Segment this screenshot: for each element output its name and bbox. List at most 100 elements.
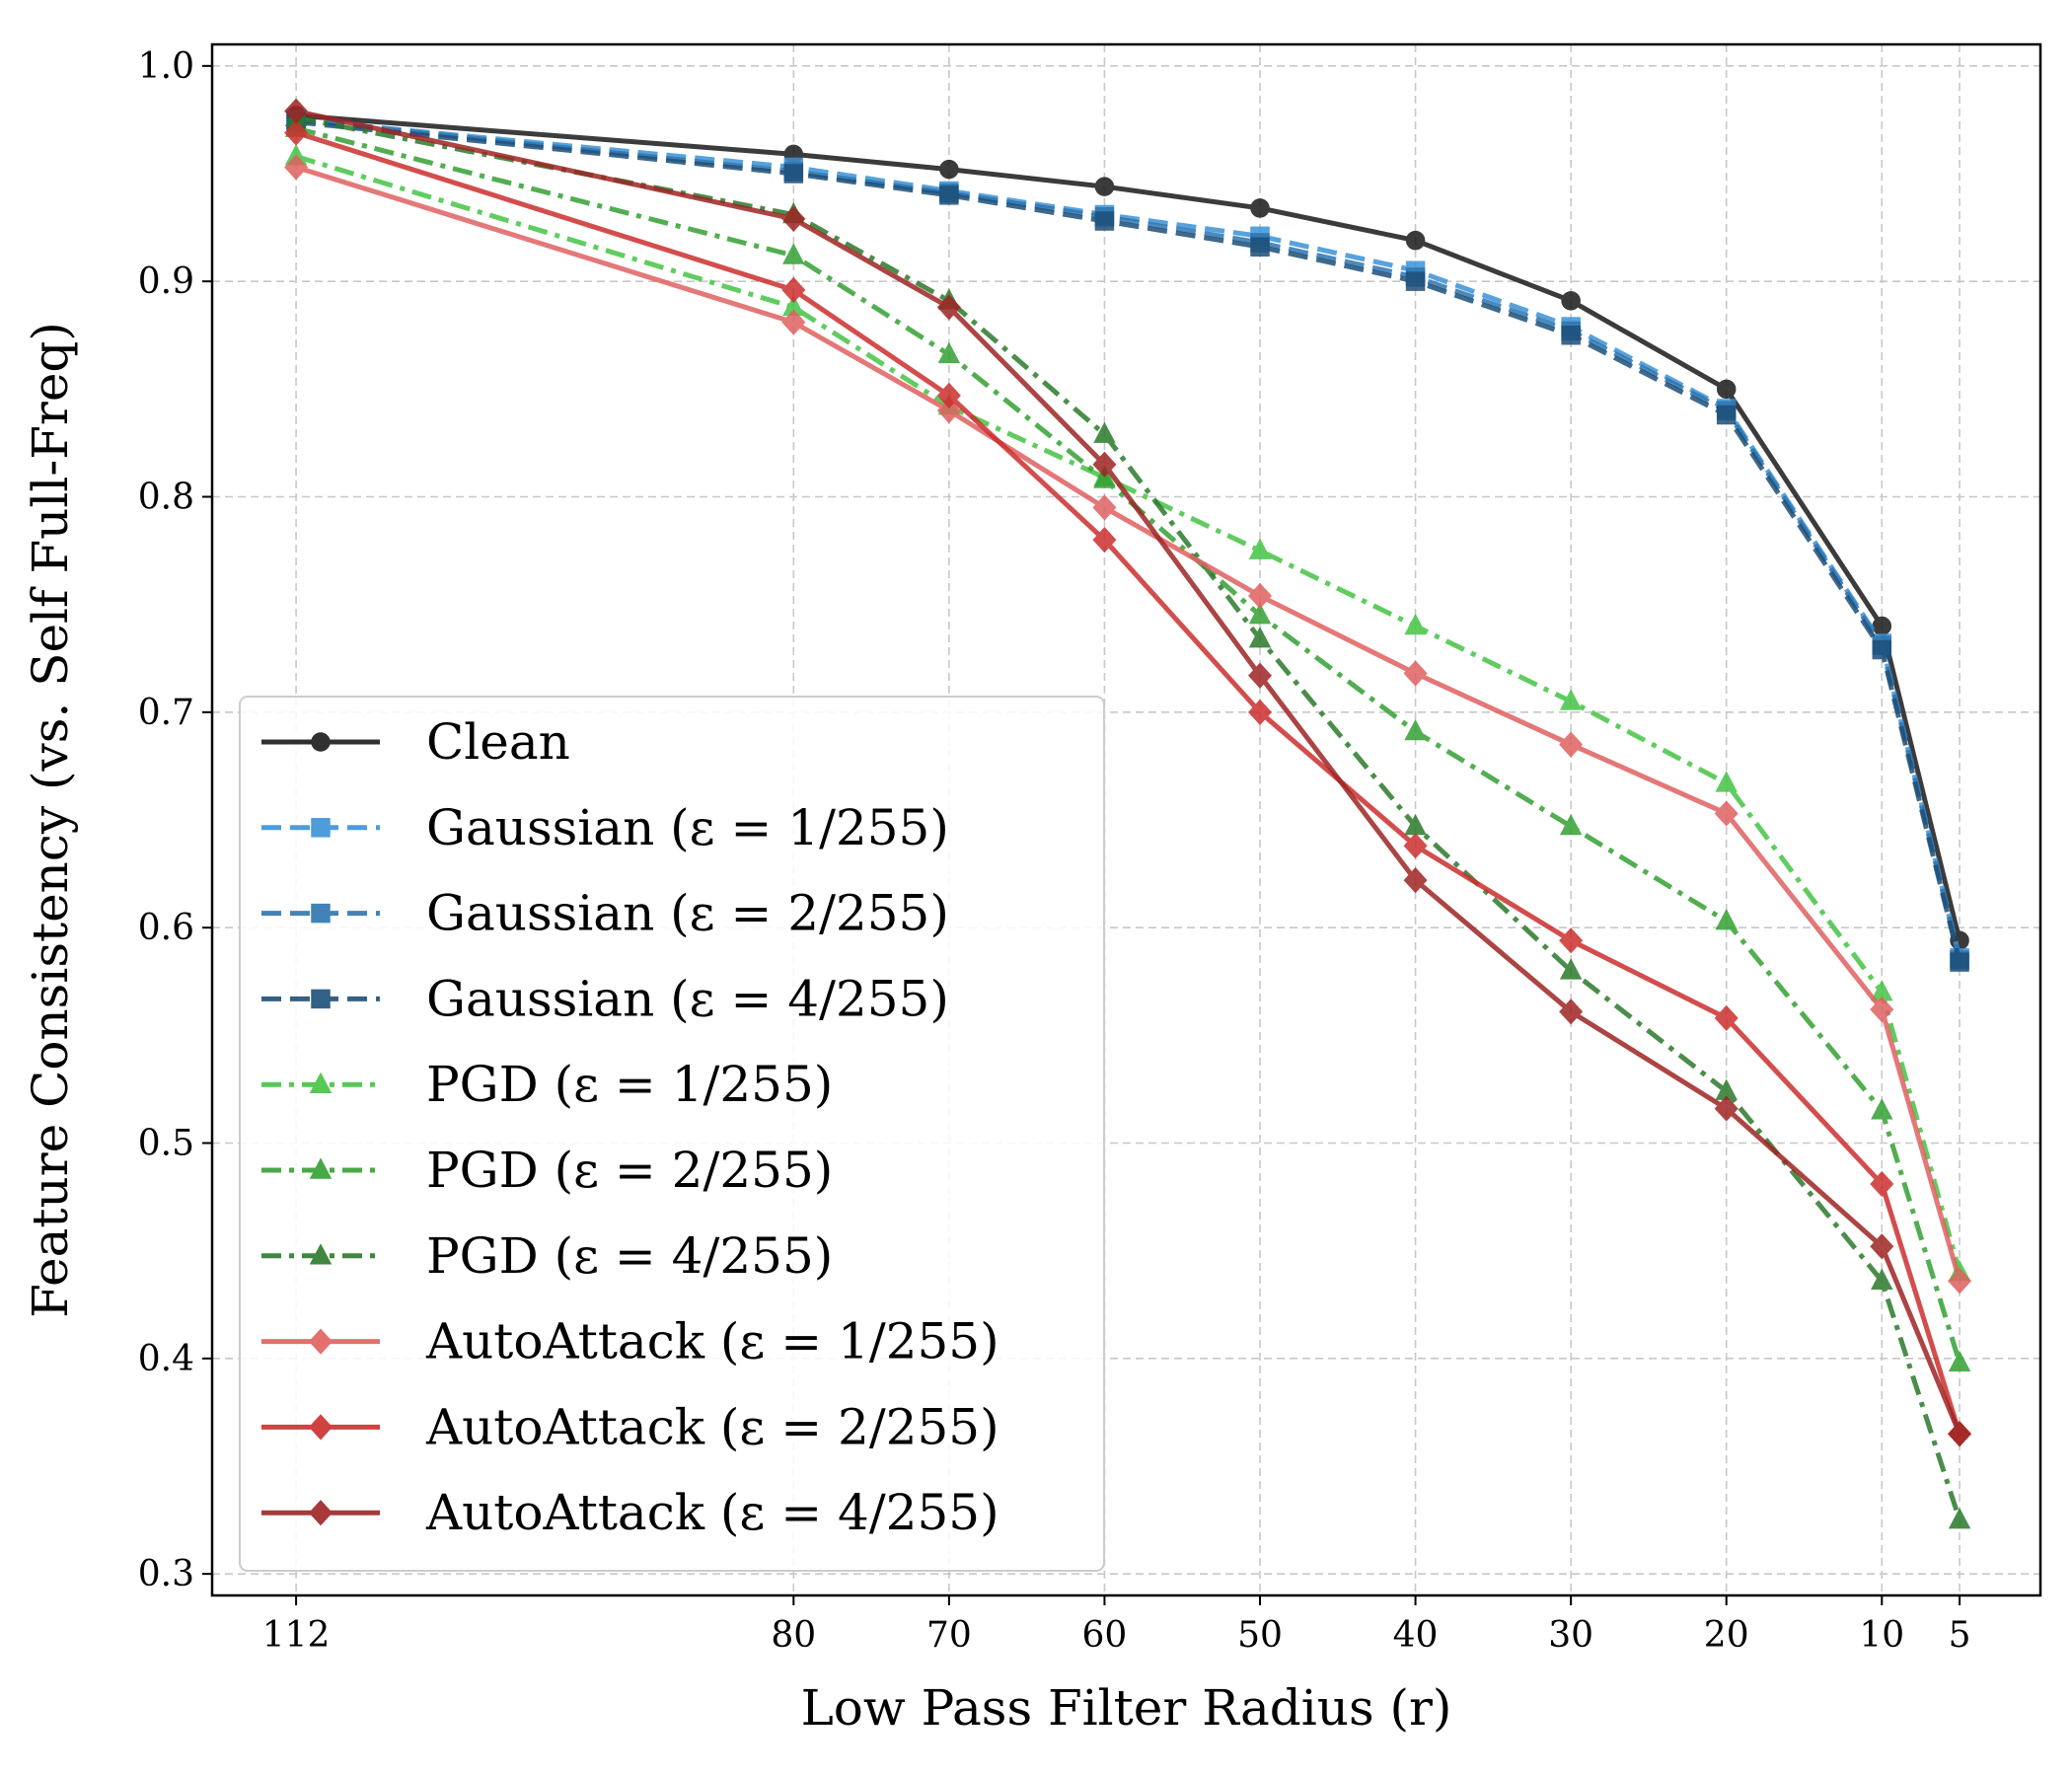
series-group xyxy=(284,115,1971,1371)
data-point xyxy=(1405,230,1426,251)
data-point xyxy=(937,341,961,364)
data-point xyxy=(1716,405,1737,425)
y-axis-ticks: 0.3 0.4 0.5 0.6 0.7 0.8 0.9 1.0 xyxy=(138,46,212,1594)
series-group xyxy=(284,98,1972,1447)
x-tick-label: 80 xyxy=(771,1615,816,1656)
x-tick-label: 5 xyxy=(1949,1615,1971,1656)
data-point xyxy=(1248,602,1272,625)
data-point xyxy=(939,185,959,205)
data-point xyxy=(1403,660,1428,687)
data-point xyxy=(1715,771,1738,792)
data-point xyxy=(1559,958,1583,980)
series-line xyxy=(295,165,1962,1282)
legend-label: Gaussian (ε = 1/255) xyxy=(426,799,949,856)
data-point xyxy=(1559,731,1584,758)
legend-marker xyxy=(308,1500,333,1526)
data-point xyxy=(1714,1095,1739,1122)
legend-marker xyxy=(308,1328,333,1355)
data-point xyxy=(1950,952,1969,972)
series-line xyxy=(295,154,1962,1274)
data-point xyxy=(1872,616,1892,636)
legend: Clean Gaussian (ε = 1/255) Gaussian (ε = 2… xyxy=(239,696,1105,1572)
data-point xyxy=(1714,1004,1739,1031)
y-tick-label: 0.9 xyxy=(138,261,194,302)
data-point xyxy=(1561,291,1581,311)
x-tick-label: 20 xyxy=(1704,1615,1749,1656)
legend-entry xyxy=(261,1414,380,1441)
data-point xyxy=(1092,494,1117,521)
series-group xyxy=(284,105,1971,1529)
y-tick-label: 0.8 xyxy=(138,478,194,518)
legend-entry xyxy=(261,1243,380,1265)
data-point xyxy=(1094,177,1115,196)
data-point xyxy=(936,294,961,321)
data-point xyxy=(1250,237,1270,257)
legend-entry xyxy=(261,1500,380,1526)
data-point xyxy=(1870,997,1894,1023)
data-point xyxy=(1247,699,1273,725)
data-point xyxy=(1870,1170,1894,1198)
legend-marker xyxy=(311,903,331,924)
legend-label: Gaussian (ε = 2/255) xyxy=(426,885,949,942)
series-layer xyxy=(284,98,1972,1529)
data-point xyxy=(1404,613,1427,635)
series-group xyxy=(286,111,1969,972)
data-point xyxy=(1948,1507,1971,1529)
legend-marker xyxy=(311,989,331,1009)
series-line xyxy=(295,114,1962,1521)
series-line xyxy=(295,119,1962,963)
y-tick-label: 0.5 xyxy=(138,1124,194,1164)
data-point xyxy=(782,243,805,264)
y-tick-label: 1.0 xyxy=(138,46,194,87)
data-point xyxy=(284,98,309,124)
legend-marker xyxy=(311,818,331,838)
legend-marker xyxy=(309,1072,333,1093)
x-tick-label: 40 xyxy=(1393,1615,1439,1656)
data-point xyxy=(1092,527,1117,554)
data-point xyxy=(1247,662,1273,689)
legend-marker xyxy=(309,1157,333,1179)
data-point xyxy=(781,309,806,335)
x-tick-label: 112 xyxy=(262,1615,331,1656)
legend-label: PGD (ε = 2/255) xyxy=(426,1142,833,1199)
data-point xyxy=(1559,689,1583,710)
y-tick-label: 0.3 xyxy=(138,1554,194,1594)
data-point xyxy=(284,119,309,146)
data-point xyxy=(284,154,309,181)
legend-entry xyxy=(261,989,380,1009)
x-tick-label: 70 xyxy=(926,1615,972,1656)
legend-box xyxy=(239,696,1105,1572)
series-line xyxy=(295,109,1962,1436)
x-tick-label: 30 xyxy=(1548,1615,1593,1656)
x-tick-label: 50 xyxy=(1237,1615,1283,1656)
series-group xyxy=(284,154,1972,1295)
data-point xyxy=(1872,639,1892,660)
legend-entry xyxy=(261,732,380,752)
data-point xyxy=(939,159,959,180)
data-point xyxy=(936,398,961,424)
legend-label: PGD (ε = 1/255) xyxy=(426,1056,833,1113)
x-axis-ticks: 112 80 70 60 50 40 30 20 10 5 xyxy=(262,1595,1971,1656)
data-point xyxy=(781,276,806,304)
data-point xyxy=(1248,538,1272,559)
data-point xyxy=(1403,833,1428,859)
data-point xyxy=(1248,626,1272,648)
data-point xyxy=(1948,1268,1972,1295)
data-point xyxy=(1247,582,1273,610)
legend-label: AutoAttack (ε = 4/255) xyxy=(425,1484,999,1541)
data-point xyxy=(1948,1421,1972,1447)
legend-entry xyxy=(261,1072,380,1093)
data-point xyxy=(783,164,804,184)
data-point xyxy=(1716,379,1737,400)
y-axis-label: Feature Consistency (vs. Self Full-Freq) xyxy=(22,322,79,1318)
legend-entry xyxy=(261,818,380,838)
legend-entry xyxy=(261,1328,380,1355)
y-tick-label: 0.4 xyxy=(138,1339,194,1379)
y-tick-label: 0.6 xyxy=(138,908,194,948)
data-point xyxy=(1871,1098,1893,1120)
legend-marker xyxy=(311,732,331,752)
legend-marker xyxy=(309,1243,333,1265)
legend-marker xyxy=(308,1414,333,1441)
data-point xyxy=(1094,211,1115,231)
